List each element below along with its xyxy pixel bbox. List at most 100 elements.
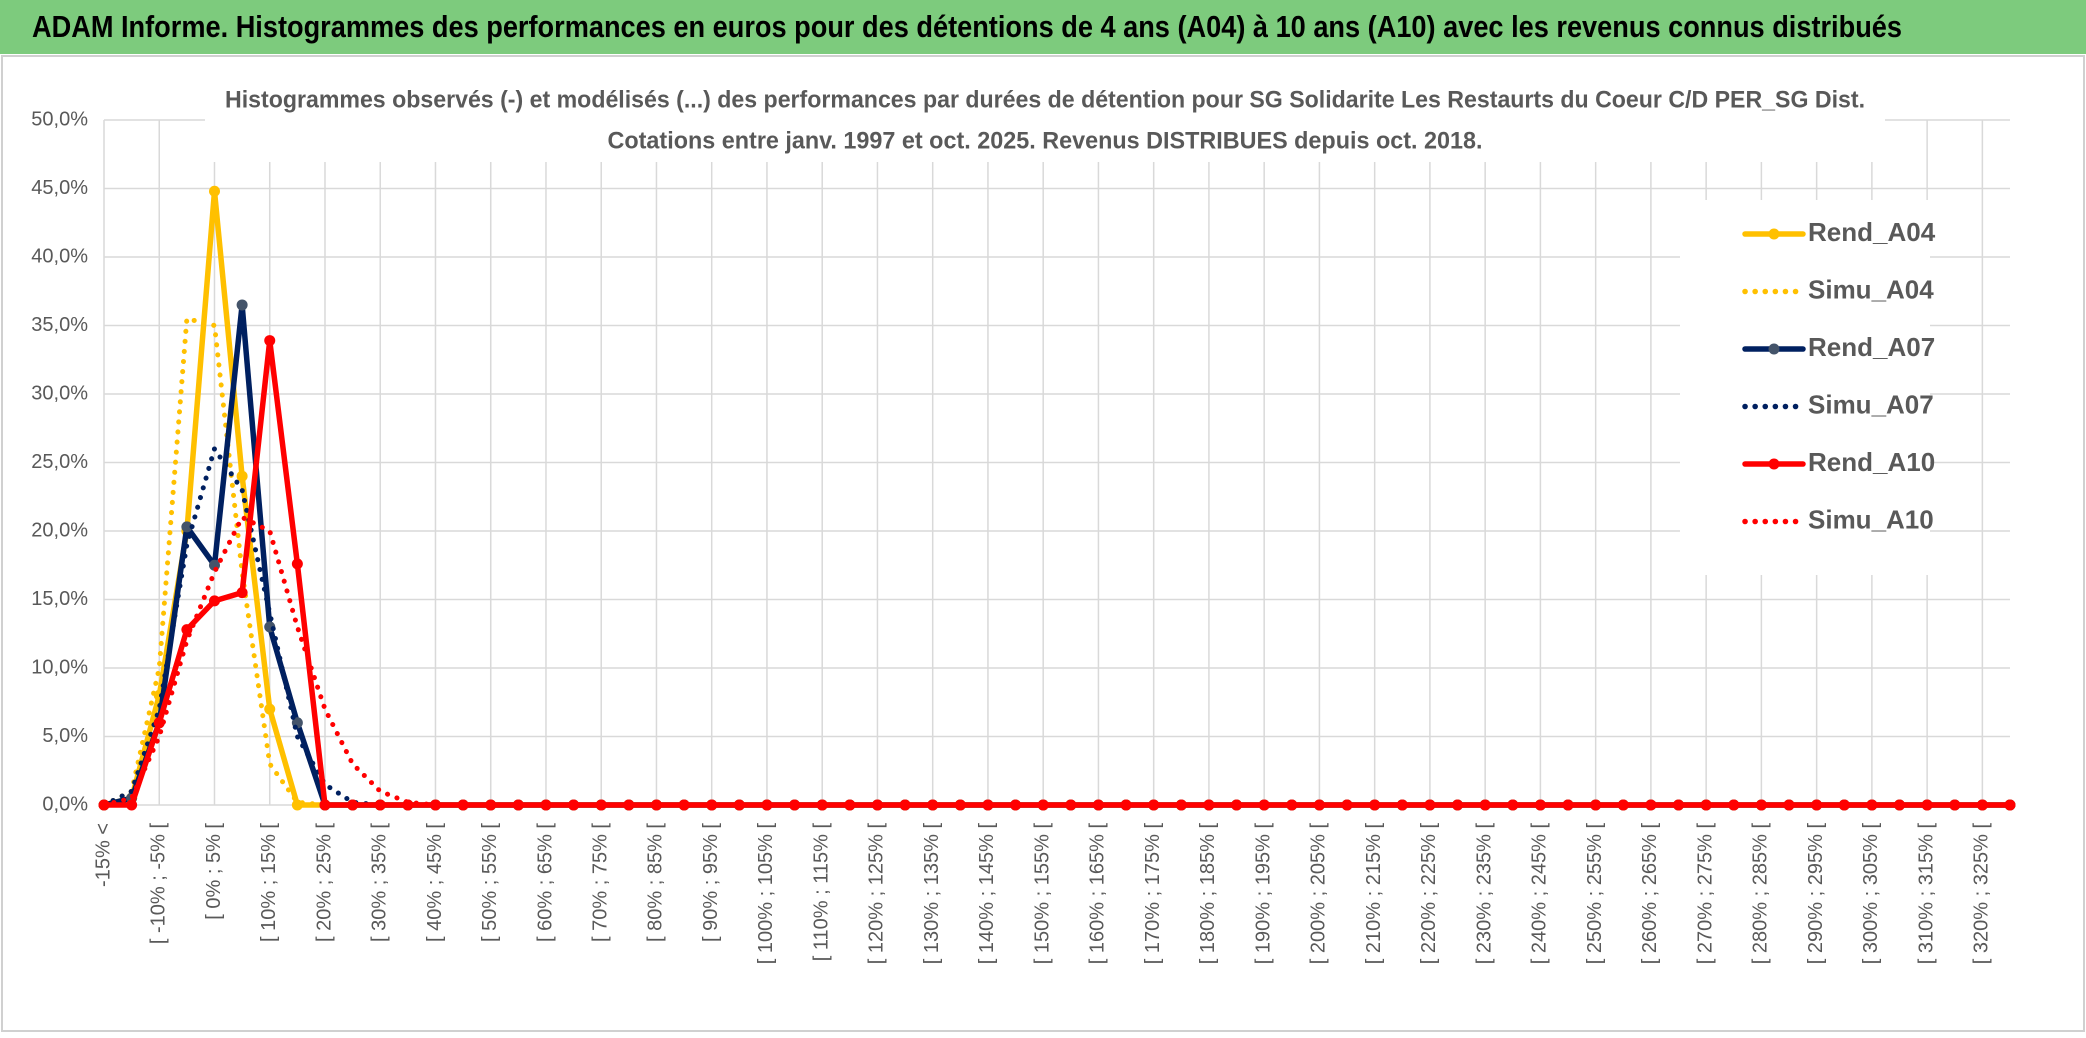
y-tick-label: 5,0%: [42, 725, 88, 747]
marker: [761, 799, 773, 811]
x-tick-label: [ 320% ; 325% [: [1971, 823, 1993, 965]
marker: [1617, 799, 1629, 811]
x-tick-label: [ 10% ; 15% [: [258, 823, 280, 942]
chart-title: Histogrammes observés (-) et modélisés (…: [225, 86, 1865, 113]
y-tick-label: 20,0%: [31, 519, 88, 541]
marker: [568, 799, 580, 811]
marker: [347, 799, 359, 811]
x-tick-label: [ 290% ; 295% [: [1805, 823, 1827, 965]
legend-background: [1680, 200, 1930, 575]
marker: [1921, 799, 1933, 811]
legend-marker: [1768, 458, 1780, 470]
x-tick-label: [ 80% ; 85% [: [645, 823, 667, 942]
x-tick-label: [ 20% ; 25% [: [313, 823, 335, 942]
chart-subtitle: Cotations entre janv. 1997 et oct. 2025.…: [608, 127, 1483, 154]
marker: [126, 799, 138, 811]
x-tick-label: [ 160% ; 165% [: [1087, 823, 1109, 965]
marker: [1949, 799, 1961, 811]
y-tick-label: 15,0%: [31, 588, 88, 610]
plot: [98, 185, 2016, 811]
marker: [678, 799, 690, 811]
marker: [457, 799, 469, 811]
marker: [1534, 799, 1546, 811]
x-tick-label: [ 280% ; 285% [: [1750, 823, 1772, 965]
x-tick-label: [ 210% ; 215% [: [1363, 823, 1385, 965]
marker: [236, 587, 248, 599]
x-tick-label: [ 120% ; 125% [: [866, 823, 888, 965]
marker: [789, 799, 801, 811]
chart-frame: [1, 55, 2085, 1032]
marker: [485, 799, 497, 811]
marker: [1424, 799, 1436, 811]
marker: [595, 799, 607, 811]
x-tick-label: [ 60% ; 65% [: [534, 823, 556, 942]
marker: [291, 558, 303, 570]
x-tick-label: [ 230% ; 235% [: [1473, 823, 1495, 965]
x-tick-label: [ 0% ; 5% [: [203, 823, 225, 920]
legend-label: Rend_A10: [1808, 447, 1935, 477]
marker: [1010, 799, 1022, 811]
x-tick-label: [ 270% ; 275% [: [1694, 823, 1716, 965]
marker: [1203, 799, 1215, 811]
x-tick-label: [ -10% ; -5% [: [148, 823, 170, 945]
x-tick-label: [ 190% ; 195% [: [1252, 823, 1274, 965]
x-tick-label: [ 260% ; 265% [: [1639, 823, 1661, 965]
marker: [236, 470, 248, 482]
marker: [264, 703, 276, 715]
y-tick-label: 25,0%: [31, 451, 88, 473]
legend-marker: [1768, 228, 1780, 240]
legend-label: Rend_A07: [1808, 332, 1935, 362]
marker: [871, 799, 883, 811]
marker: [2004, 799, 2016, 811]
x-tick-label: [ 220% ; 225% [: [1418, 823, 1440, 965]
marker: [181, 521, 193, 533]
marker: [1396, 799, 1408, 811]
marker: [208, 595, 220, 607]
legend-marker: [1768, 343, 1780, 355]
marker: [1286, 799, 1298, 811]
marker: [1728, 799, 1740, 811]
y-tick-label: 0,0%: [42, 793, 88, 815]
marker: [374, 799, 386, 811]
y-tick-label: 50,0%: [31, 108, 88, 130]
legend-label: Simu_A10: [1808, 504, 1934, 534]
marker: [319, 799, 331, 811]
x-tick-label: [ 240% ; 245% [: [1529, 823, 1551, 965]
line: [101, 337, 2013, 808]
marker: [1700, 799, 1712, 811]
x-tick-label: [ 110% ; 115% [: [810, 823, 832, 962]
x-tick-label: [ 130% ; 135% [: [921, 823, 943, 965]
marker: [899, 799, 911, 811]
marker: [1120, 799, 1132, 811]
marker: [1313, 799, 1325, 811]
x-tick-label: [ 200% ; 205% [: [1308, 823, 1330, 965]
title-background: [205, 80, 1885, 162]
x-tick-label: [ 70% ; 75% [: [589, 823, 611, 942]
marker: [1507, 799, 1519, 811]
y-tick-label: 35,0%: [31, 314, 88, 336]
legend-label: Rend_A04: [1808, 217, 1936, 247]
y-tick-label: 30,0%: [31, 382, 88, 404]
x-tick-label: [ 250% ; 255% [: [1584, 823, 1606, 965]
y-tick-label: 45,0%: [31, 177, 88, 199]
x-tick-label: [ 150% ; 155% [: [1031, 823, 1053, 965]
header-bar: [0, 0, 2086, 54]
marker: [1838, 799, 1850, 811]
marker: [264, 335, 276, 347]
x-tick-label: [ 30% ; 35% [: [369, 823, 391, 942]
y-tick-label: 10,0%: [31, 656, 88, 678]
x-tick-label: [ 180% ; 185% [: [1197, 823, 1219, 965]
x-tick-label: [ 170% ; 175% [: [1142, 823, 1164, 965]
x-tick-label: [ 40% ; 45% [: [424, 823, 446, 942]
x-tick-label: -15% <: [92, 823, 114, 887]
legend: Rend_A04 Simu_A04 Rend_A07 Simu_A07 Rend_A10…: [1680, 200, 1936, 575]
x-tick-label: [ 50% ; 55% [: [479, 823, 501, 942]
x-tick-label: [ 100% ; 105% [: [755, 823, 777, 965]
marker: [706, 799, 718, 811]
marker: [1811, 799, 1823, 811]
legend-label: Simu_A04: [1808, 274, 1934, 304]
x-tick-label: [ 310% ; 315% [: [1915, 823, 1937, 965]
legend-label: Simu_A07: [1808, 389, 1934, 419]
y-tick-label: 40,0%: [31, 245, 88, 267]
